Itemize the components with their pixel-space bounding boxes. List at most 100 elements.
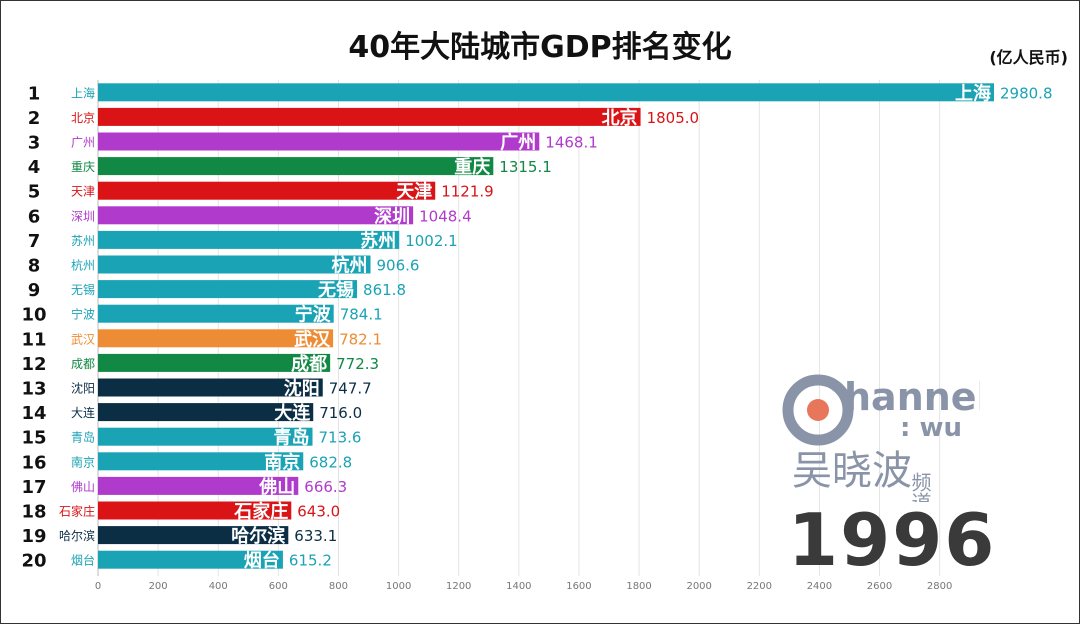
city-axis-label: 重庆 xyxy=(71,160,95,174)
city-axis-label: 上海 xyxy=(71,85,95,100)
bar xyxy=(98,353,331,372)
bar xyxy=(98,157,494,176)
x-tick-label: 0 xyxy=(95,581,101,592)
rank-label: 4 xyxy=(28,157,41,178)
city-axis-label: 武汉 xyxy=(71,332,95,346)
bar-value-label: 2980.8 xyxy=(1000,84,1053,102)
bar-value-label: 682.8 xyxy=(309,453,352,471)
logo-ring-icon xyxy=(782,374,854,446)
rank-label: 14 xyxy=(21,403,46,424)
bar-city-label: 无锡 xyxy=(318,279,354,301)
unit-label: (亿人民币) xyxy=(989,48,1068,67)
bar xyxy=(98,476,299,495)
city-axis-label: 哈尔滨 xyxy=(59,528,95,543)
bar xyxy=(98,107,641,126)
bar-value-label: 861.8 xyxy=(363,281,406,299)
rank-label: 9 xyxy=(28,280,41,301)
city-axis-label: 宁波 xyxy=(71,307,95,322)
bar xyxy=(98,83,994,102)
rank-label: 12 xyxy=(21,354,46,375)
bar xyxy=(98,403,314,422)
logo-brand-cn-small: 频道 xyxy=(908,472,932,502)
bar-city-label: 哈尔滨 xyxy=(231,525,285,547)
city-axis-label: 佛山 xyxy=(71,480,95,494)
x-tick-label: 2800 xyxy=(927,581,952,592)
bar xyxy=(98,378,323,397)
x-tick-label: 1200 xyxy=(446,581,471,592)
bar xyxy=(98,501,292,520)
bar-city-label: 上海 xyxy=(955,82,991,104)
logo-dot-icon xyxy=(807,399,829,421)
channel-wu-logo: hannel : wu 吴晓波 频道 xyxy=(782,374,980,502)
bar-value-label: 615.2 xyxy=(289,552,332,570)
bar-city-label: 大连 xyxy=(274,402,311,424)
bar-value-label: 784.1 xyxy=(340,306,383,324)
bar-value-label: 1002.1 xyxy=(405,232,458,250)
bar-city-label: 广州 xyxy=(500,132,536,154)
city-axis-label: 广州 xyxy=(71,136,95,150)
city-axis-label: 北京 xyxy=(71,111,95,125)
bar xyxy=(98,304,334,323)
bar xyxy=(98,452,304,471)
bar-value-label: 716.0 xyxy=(319,404,362,422)
rank-label: 5 xyxy=(28,182,41,203)
bar-value-label: 643.0 xyxy=(297,503,340,521)
city-axis-label: 苏州 xyxy=(71,234,95,248)
bar-city-label: 深圳 xyxy=(374,205,410,227)
rank-label: 7 xyxy=(28,231,41,252)
bar-city-label: 北京 xyxy=(602,107,638,129)
bar-city-label: 沈阳 xyxy=(284,378,320,400)
bar-city-label: 杭州 xyxy=(332,255,368,277)
x-tick-label: 2600 xyxy=(867,581,892,592)
bar-value-label: 782.1 xyxy=(339,330,382,348)
x-tick-label: 1800 xyxy=(626,581,651,592)
rank-label: 6 xyxy=(28,206,41,227)
logo-brand-top: hannel xyxy=(844,375,980,419)
city-axis-label: 杭州 xyxy=(71,258,95,273)
x-tick-label: 1400 xyxy=(506,581,531,592)
bar-value-label: 633.1 xyxy=(294,527,337,545)
chart-title: 40年大陆城市GDP排名变化 xyxy=(348,30,732,65)
bar xyxy=(98,230,400,249)
bar-city-label: 宁波 xyxy=(295,304,332,326)
x-tick-label: 600 xyxy=(269,581,288,592)
city-axis-label: 深圳 xyxy=(71,209,95,223)
rank-label: 13 xyxy=(21,379,46,400)
bar xyxy=(98,132,540,151)
bar-value-label: 1315.1 xyxy=(499,158,552,176)
city-axis-label: 烟台 xyxy=(71,553,95,568)
rank-label: 15 xyxy=(21,428,46,449)
bar xyxy=(98,181,436,200)
bar-city-label: 佛山 xyxy=(258,476,295,498)
city-axis-label: 天津 xyxy=(71,185,95,199)
bar-value-label: 1048.4 xyxy=(419,207,472,225)
bar-value-label: 747.7 xyxy=(329,380,372,398)
logo-brand-cn: 吴晓波 xyxy=(792,448,912,494)
bar xyxy=(98,255,371,274)
x-tick-label: 2400 xyxy=(807,581,832,592)
x-tick-label: 1000 xyxy=(386,581,411,592)
bar xyxy=(98,206,414,225)
rank-label: 8 xyxy=(28,256,41,277)
rank-label: 17 xyxy=(21,477,46,498)
rank-label: 16 xyxy=(21,452,46,473)
x-tick-label: 800 xyxy=(329,581,348,592)
x-tick-label: 2000 xyxy=(686,581,711,592)
rank-label: 1 xyxy=(28,83,41,104)
rank-label: 2 xyxy=(28,108,41,129)
bar xyxy=(98,427,313,446)
bar-city-label: 烟台 xyxy=(244,550,280,572)
x-tick-label: 2200 xyxy=(747,581,772,592)
x-tick-label: 400 xyxy=(209,581,228,592)
city-axis-label: 沈阳 xyxy=(71,381,95,396)
year-label: 1996 xyxy=(788,498,997,582)
city-axis-label: 石家庄 xyxy=(59,504,95,519)
bar-city-label: 石家庄 xyxy=(233,501,288,523)
rank-label: 18 xyxy=(21,502,46,523)
city-axis-label: 成都 xyxy=(71,357,95,371)
rank-label: 19 xyxy=(21,526,46,547)
rank-label: 3 xyxy=(28,133,41,154)
bar-value-label: 713.6 xyxy=(319,429,362,447)
city-axis-label: 青岛 xyxy=(71,430,95,445)
